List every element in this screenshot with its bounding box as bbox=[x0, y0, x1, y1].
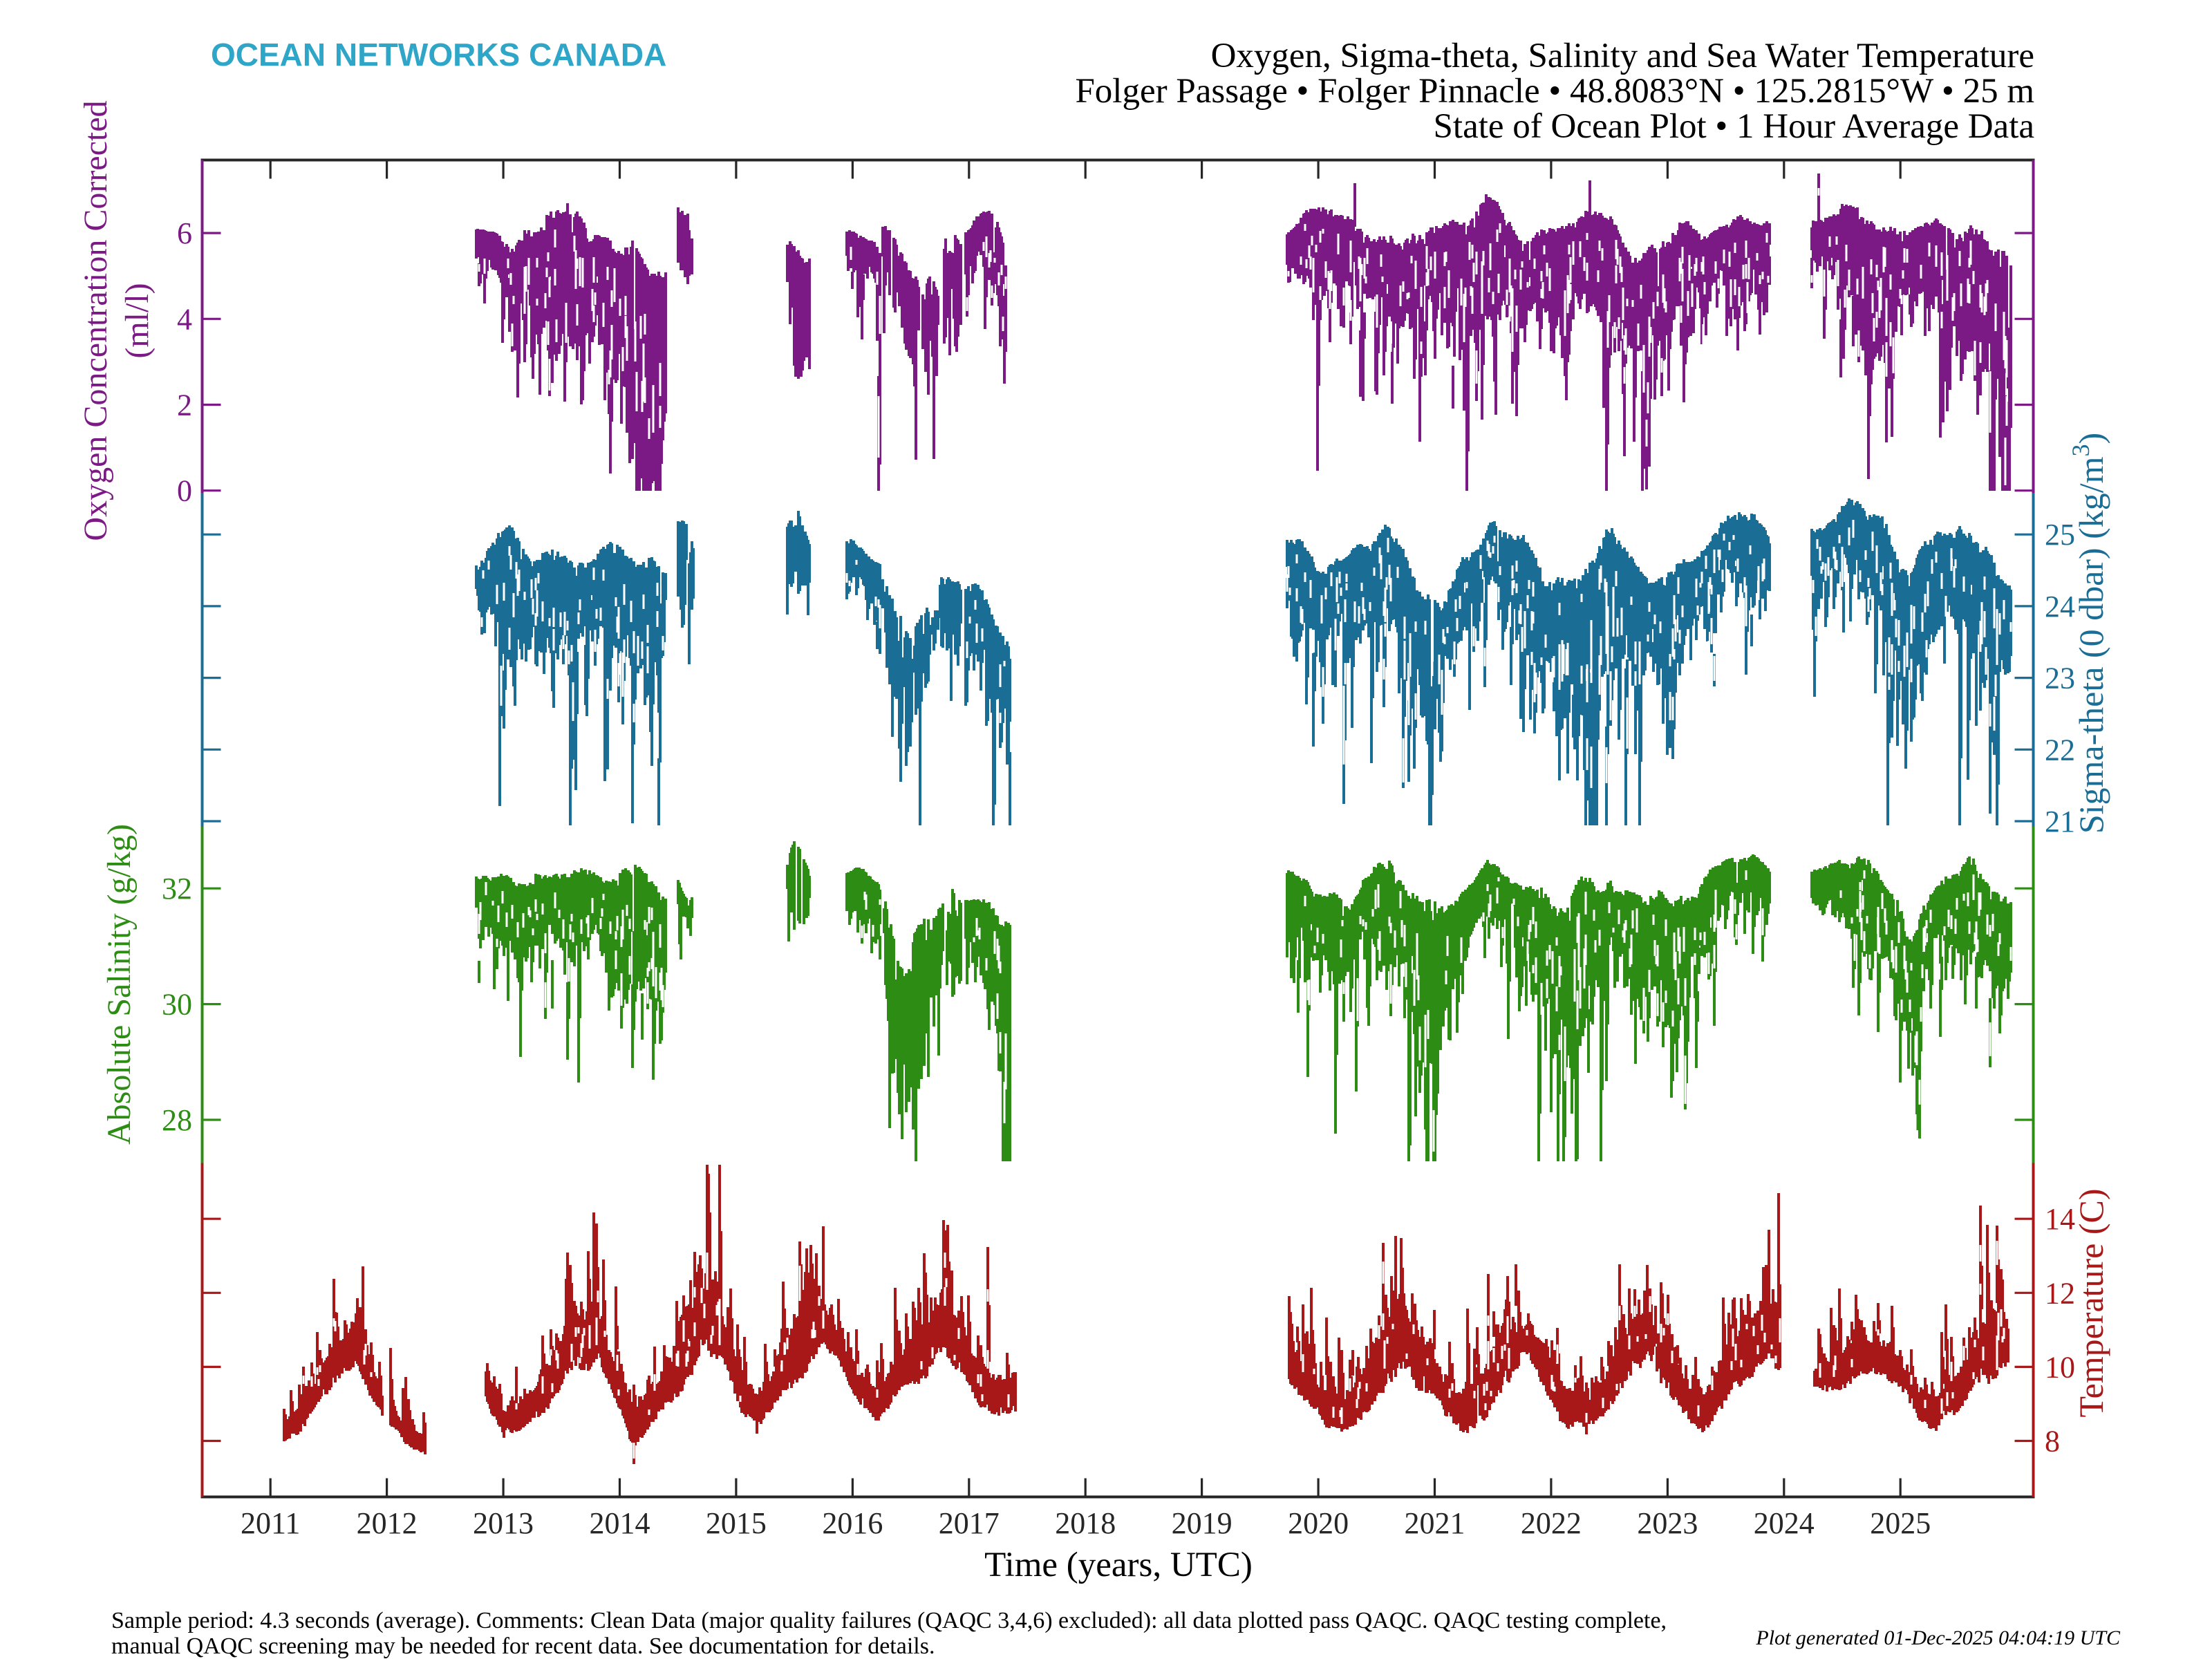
svg-text:25: 25 bbox=[2045, 518, 2075, 552]
svg-text:4: 4 bbox=[177, 302, 192, 336]
svg-text:2015: 2015 bbox=[706, 1506, 767, 1540]
svg-text:10: 10 bbox=[2045, 1350, 2075, 1384]
svg-text:2024: 2024 bbox=[1754, 1506, 1815, 1540]
svg-text:6: 6 bbox=[177, 216, 192, 250]
svg-text:(ml/l): (ml/l) bbox=[119, 283, 156, 358]
svg-text:Sigma-theta (0 dbar) (kg/m3): Sigma-theta (0 dbar) (kg/m3) bbox=[2067, 433, 2110, 834]
svg-text:2023: 2023 bbox=[1637, 1506, 1698, 1540]
svg-text:30: 30 bbox=[162, 988, 192, 1022]
svg-text:2013: 2013 bbox=[473, 1506, 534, 1540]
svg-text:2019: 2019 bbox=[1172, 1506, 1232, 1540]
svg-text:manual QAQC screening may be n: manual QAQC screening may be needed for … bbox=[111, 1633, 935, 1659]
svg-text:21: 21 bbox=[2045, 805, 2075, 838]
svg-text:OCEAN NETWORKS CANADA: OCEAN NETWORKS CANADA bbox=[211, 37, 666, 73]
svg-text:2011: 2011 bbox=[241, 1506, 300, 1540]
svg-text:32: 32 bbox=[162, 872, 192, 906]
svg-text:2020: 2020 bbox=[1288, 1506, 1349, 1540]
svg-text:2017: 2017 bbox=[939, 1506, 1000, 1540]
svg-text:14: 14 bbox=[2045, 1202, 2075, 1236]
svg-text:22: 22 bbox=[2045, 733, 2075, 767]
svg-text:12: 12 bbox=[2045, 1276, 2075, 1310]
svg-text:2022: 2022 bbox=[1521, 1506, 1582, 1540]
svg-text:23: 23 bbox=[2045, 662, 2075, 695]
svg-text:2021: 2021 bbox=[1405, 1506, 1465, 1540]
svg-text:Time (years, UTC): Time (years, UTC) bbox=[984, 1546, 1253, 1584]
svg-text:2016: 2016 bbox=[822, 1506, 883, 1540]
svg-text:2: 2 bbox=[177, 388, 192, 422]
svg-text:0: 0 bbox=[177, 474, 192, 508]
svg-text:8: 8 bbox=[2045, 1425, 2060, 1459]
svg-text:Sample period: 4.3 seconds (av: Sample period: 4.3 seconds (average). Co… bbox=[111, 1608, 1667, 1633]
svg-text:28: 28 bbox=[162, 1103, 192, 1137]
svg-text:2018: 2018 bbox=[1055, 1506, 1116, 1540]
svg-text:Temperature (C): Temperature (C) bbox=[2072, 1188, 2110, 1417]
svg-text:2014: 2014 bbox=[589, 1506, 650, 1540]
svg-text:Folger Passage • Folger Pinnac: Folger Passage • Folger Pinnacle • 48.80… bbox=[1075, 72, 2034, 111]
svg-text:Oxygen, Sigma-theta, Salinity: Oxygen, Sigma-theta, Salinity and Sea Wa… bbox=[1211, 37, 2034, 75]
svg-text:24: 24 bbox=[2045, 590, 2075, 624]
svg-text:State of Ocean Plot • 1 Hour A: State of Ocean Plot • 1 Hour Average Dat… bbox=[1434, 107, 2034, 146]
svg-text:Oxygen Concentration Corrected: Oxygen Concentration Corrected bbox=[77, 100, 114, 541]
svg-text:Absolute Salinity (g/kg): Absolute Salinity (g/kg) bbox=[101, 824, 138, 1145]
svg-text:2025: 2025 bbox=[1870, 1506, 1931, 1540]
svg-text:Plot generated 01-Dec-2025 04:: Plot generated 01-Dec-2025 04:04:19 UTC bbox=[1755, 1627, 2121, 1649]
svg-text:2012: 2012 bbox=[357, 1506, 418, 1540]
